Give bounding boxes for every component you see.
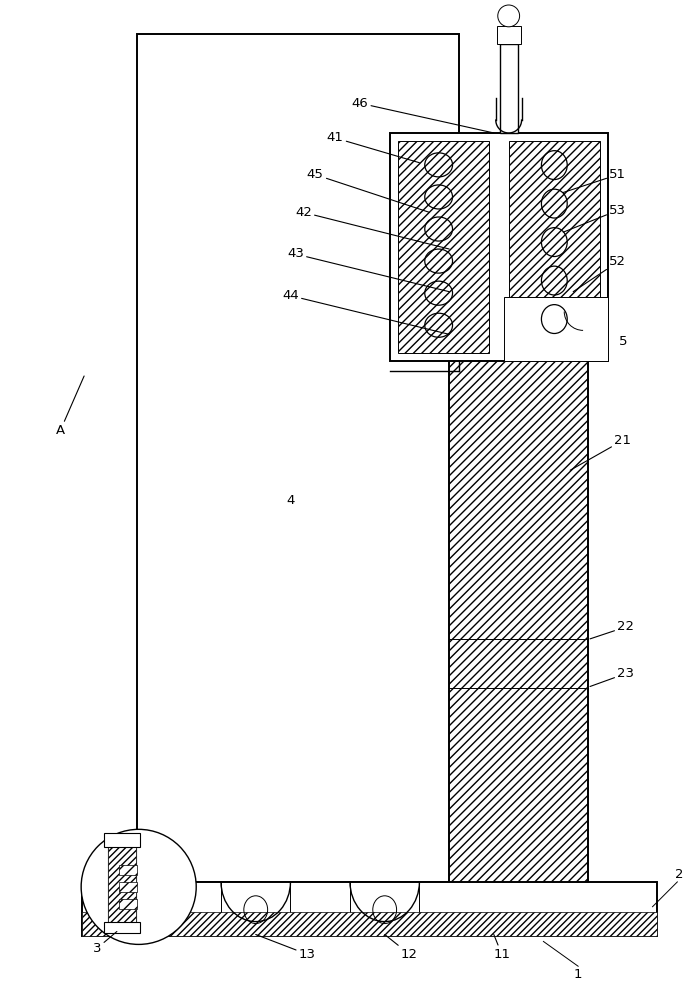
Text: 53: 53 [563,204,626,232]
Bar [509,141,600,353]
Bar [108,847,136,922]
Text: 51: 51 [563,168,626,192]
Bar [449,302,588,936]
Text: 52: 52 [573,255,626,292]
Bar [104,922,140,933]
Text: 43: 43 [287,247,449,292]
Text: 45: 45 [307,168,430,212]
Circle shape [81,829,196,944]
Bar [104,833,140,847]
Text: 41: 41 [326,131,419,163]
Text: 21: 21 [570,434,631,470]
Bar [119,865,137,875]
Text: 11: 11 [493,934,510,961]
Bar [389,133,608,361]
Bar [82,912,658,936]
Text: 1: 1 [574,968,582,981]
Text: 44: 44 [282,289,449,334]
Text: 12: 12 [385,934,418,961]
Text: 3: 3 [93,932,117,955]
Text: 23: 23 [590,667,634,686]
Bar [119,899,137,909]
Text: 46: 46 [351,97,494,133]
Bar [497,26,520,44]
Text: 2: 2 [675,868,683,881]
Bar [108,847,136,922]
Text: 5: 5 [619,335,627,348]
Bar [119,882,137,892]
Bar [500,44,518,133]
Text: 42: 42 [295,206,449,249]
Text: 4: 4 [286,493,295,506]
Circle shape [498,5,520,27]
Text: 13: 13 [256,934,316,961]
Bar [82,882,658,936]
Text: 22: 22 [590,620,634,639]
Bar [137,34,459,882]
Text: A: A [55,376,84,437]
Bar [398,141,489,353]
Bar [504,297,608,361]
